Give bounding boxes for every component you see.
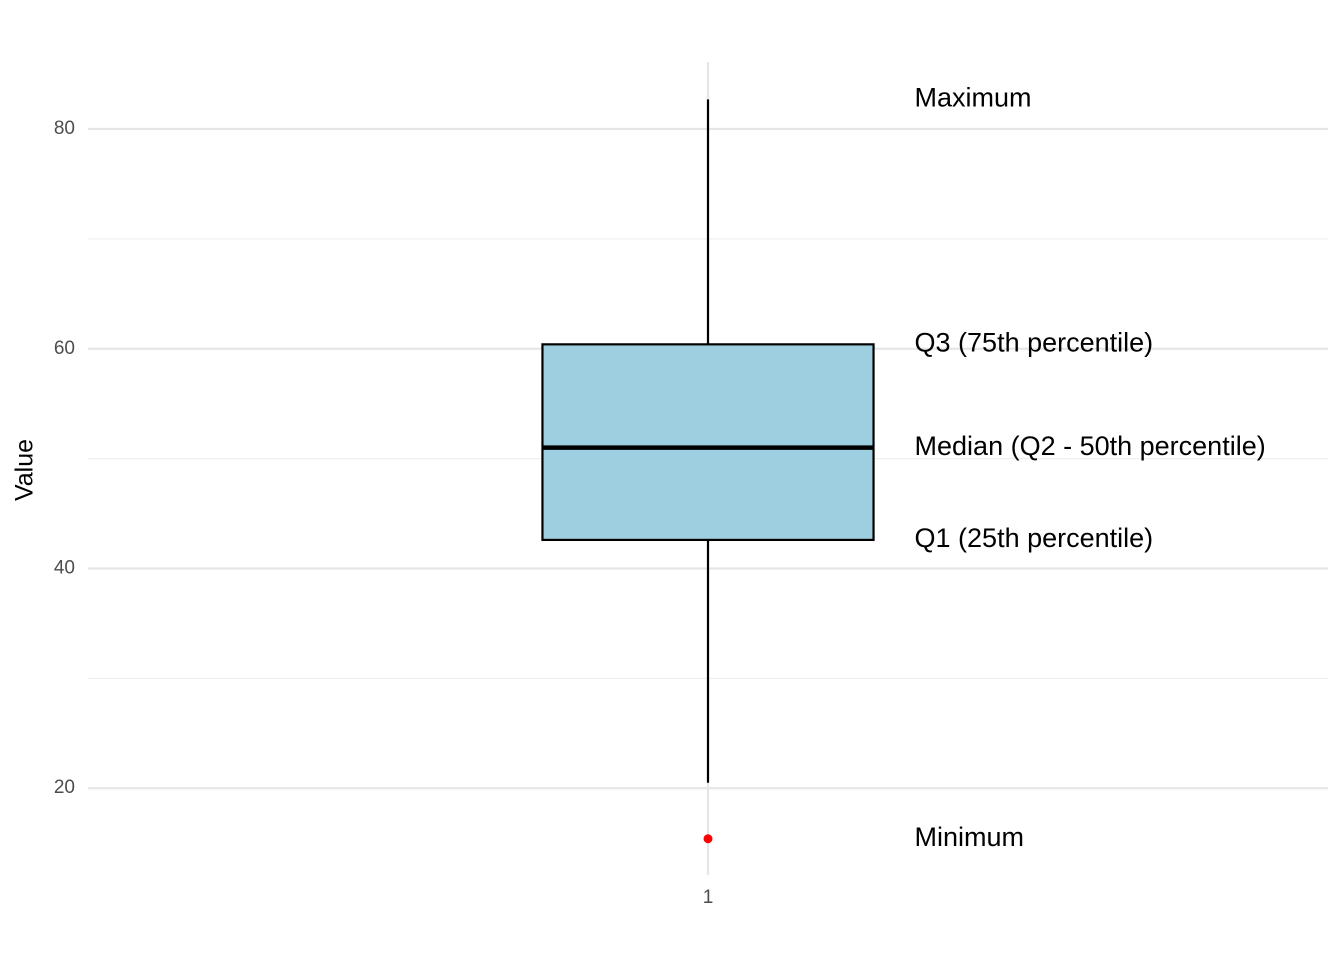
box (541, 343, 875, 542)
y-tick-label: 80 (54, 118, 75, 139)
y-axis-title: Value (11, 439, 39, 501)
annotation: Q3 (75th percentile) (915, 327, 1154, 357)
annotation: Minimum (915, 822, 1025, 852)
y-tick-label: 20 (54, 777, 75, 798)
y-tick-label: 60 (54, 338, 75, 359)
annotation: Q1 (25th percentile) (915, 523, 1154, 553)
x-tick-label: 1 (703, 887, 714, 908)
outlier (703, 834, 713, 844)
y-tick-label: 40 (54, 557, 75, 578)
annotation: Maximum (915, 82, 1032, 112)
annotation: Median (Q2 - 50th percentile) (915, 431, 1266, 461)
